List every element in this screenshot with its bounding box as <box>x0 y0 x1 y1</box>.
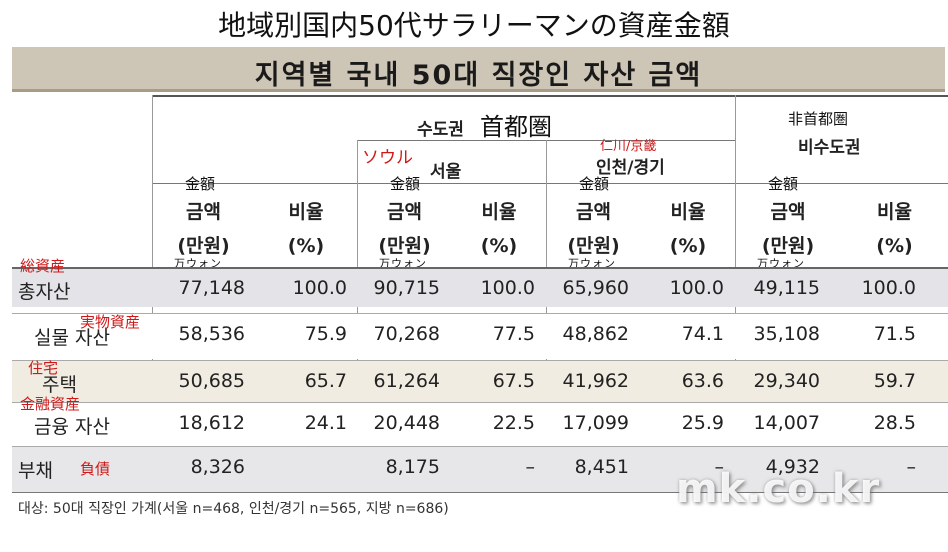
amount-cell: 8,175 <box>385 456 440 478</box>
table-row <box>12 360 948 402</box>
ratio-cell: 67.5 <box>492 370 535 392</box>
ratio-cell: 100.0 <box>861 277 916 299</box>
amount-cell: 8,451 <box>574 456 629 478</box>
ratio-cell: 100.0 <box>480 277 535 299</box>
ratio-cell: 59.7 <box>873 370 916 392</box>
header-subrule-right <box>735 183 948 184</box>
ratio-column-header: 비율 (%) <box>669 201 707 257</box>
ratio-cell: 77.5 <box>492 323 535 345</box>
amount-cell: 35,108 <box>753 323 820 345</box>
capital-header-jp: 首都圏 <box>480 113 552 141</box>
amount-cell: 77,148 <box>178 277 245 299</box>
table-row <box>12 446 948 492</box>
row-label: 실물 자산 <box>34 327 110 349</box>
amount-column-header: 금액 (만원) <box>567 201 620 257</box>
row-label-jp: 住宅 <box>28 359 59 377</box>
table-bottom-rule <box>12 492 948 493</box>
ratio-cell: – <box>906 456 917 478</box>
row-label-jp: 実物資産 <box>80 313 141 331</box>
amount-cell: 8,326 <box>190 456 245 478</box>
amount-jp-label: 金額 <box>768 175 799 193</box>
amount-cell: 50,685 <box>178 370 245 392</box>
noncapital-header: 비수도권 <box>798 138 861 158</box>
ratio-cell: 22.5 <box>492 412 535 434</box>
table-row <box>12 313 948 359</box>
header-subrule-left <box>152 183 357 184</box>
row-label: 총자산 <box>18 281 71 303</box>
ratio-cell: 75.9 <box>304 323 347 345</box>
amount-cell: 65,960 <box>562 277 629 299</box>
unit-jp-label: 万ウォン <box>174 257 222 270</box>
watermark: mk.co.kr <box>676 466 881 512</box>
amount-jp-label: 金額 <box>185 175 216 193</box>
ratio-column-header: 비율 (%) <box>480 201 518 257</box>
ratio-column-header: 비율 (%) <box>876 201 913 257</box>
incheon-header: 인천/경기 <box>596 158 665 178</box>
footnote: 대상: 50대 직장인 가계(서울 n=468, 인천/경기 n=565, 지방… <box>18 501 449 517</box>
unit-jp-label: 万ウォン <box>379 257 427 270</box>
amount-cell: 29,340 <box>753 370 820 392</box>
korean-title: 지역별 국내 50대 직장인 자산 금액 <box>254 60 703 91</box>
amount-cell: 14,007 <box>753 412 820 434</box>
amount-cell: 4,932 <box>765 456 820 478</box>
ratio-cell: 63.6 <box>681 370 724 392</box>
amount-cell: 18,612 <box>178 412 245 434</box>
amount-cell: 61,264 <box>373 370 440 392</box>
row-label-jp: 負債 <box>80 460 111 478</box>
amount-column-header: 금액 (만원) <box>761 201 815 257</box>
ratio-cell: 100.0 <box>669 277 724 299</box>
amount-cell: 20,448 <box>373 412 440 434</box>
amount-cell: 48,862 <box>562 323 629 345</box>
row-label-jp: 総資産 <box>20 257 66 275</box>
amount-column-header: 금액 (만원) <box>177 201 230 257</box>
table-row <box>12 267 948 307</box>
asset-table: 수도권 首都圏 ソウル 서울 仁川/京畿 인천/경기 非首都圏 비수도권 金額万… <box>12 95 948 493</box>
row-label: 주택 <box>42 374 77 396</box>
row-label-jp: 金融資産 <box>20 395 81 413</box>
amount-cell: 58,536 <box>178 323 245 345</box>
table-row <box>12 402 948 446</box>
amount-cell: 49,115 <box>753 277 820 299</box>
amount-cell: 17,099 <box>562 412 629 434</box>
ratio-cell: 100.0 <box>292 277 347 299</box>
unit-jp-label: 万ウォン <box>757 257 805 270</box>
ratio-cell: 71.5 <box>873 323 916 345</box>
amount-cell: 70,268 <box>373 323 440 345</box>
capital-header: 수도권 <box>417 120 464 140</box>
ratio-cell: 24.1 <box>304 412 347 434</box>
table-top-rule <box>152 95 948 97</box>
row-label: 부채 <box>18 460 53 482</box>
ratio-column-header: 비율 (%) <box>287 201 325 257</box>
unit-jp-label: 万ウォン <box>568 257 616 270</box>
ratio-cell: – <box>525 456 536 478</box>
amount-column-header: 금액 (만원) <box>378 201 431 257</box>
ratio-cell: – <box>714 456 725 478</box>
seoul-header: 서울 <box>430 162 462 182</box>
incheon-header-jp: 仁川/京畿 <box>600 139 657 154</box>
ratio-cell: 25.9 <box>681 412 724 434</box>
row-label: 금융 자산 <box>34 416 110 438</box>
korean-title-banner: 지역별 국내 50대 직장인 자산 금액 <box>12 47 945 92</box>
noncapital-header-jp: 非首都圏 <box>788 110 849 128</box>
japanese-title: 地域別国内50代サラリーマンの資産金額 <box>218 9 730 42</box>
ratio-cell: 65.7 <box>304 370 347 392</box>
ratio-cell: 74.1 <box>681 323 724 345</box>
amount-jp-label: 金額 <box>579 175 610 193</box>
seoul-header-jp: ソウル <box>362 148 413 168</box>
amount-cell: 41,962 <box>562 370 629 392</box>
amount-jp-label: 金額 <box>390 175 421 193</box>
amount-cell: 90,715 <box>373 277 440 299</box>
ratio-cell: 28.5 <box>873 412 916 434</box>
